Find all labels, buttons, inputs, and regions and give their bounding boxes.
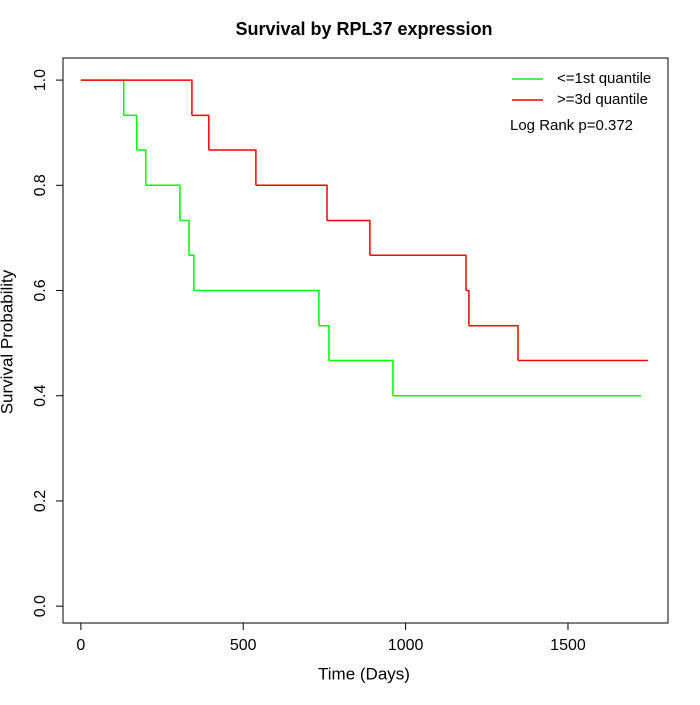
survival-step [80,79,125,116]
legend-label: >=3d quantile [557,91,648,108]
survival-step [255,184,328,221]
y-tick-label: 0.2 [32,490,49,512]
survival-step [145,184,181,221]
chart-title: Survival by RPL37 expression [235,19,492,39]
y-tick-label: 0.4 [32,385,49,407]
survival-step [318,325,330,361]
survival-step [208,149,257,186]
survival-step [193,289,320,326]
survival-step [327,219,371,256]
y-tick-label: 0.8 [32,174,49,196]
x-tick-label: 0 [76,637,85,654]
survival-step [466,289,470,326]
x-axis-label: Time (Days) [318,664,410,683]
x-tick-label: 1500 [550,637,586,654]
survival-step [123,114,138,151]
survival-step [369,254,467,291]
survival-step [328,359,394,396]
y-tick-label: 0.6 [32,279,49,301]
annotation: Log Rank p=0.372 [510,117,633,134]
y-tick-label: 1.0 [32,69,49,91]
survival-step [80,79,193,116]
survival-step [191,114,210,151]
survival-step [179,219,190,256]
survival-step [189,254,195,291]
x-tick-label: 1000 [388,637,424,654]
survival-step [468,325,519,361]
legend-label: <=1st quantile [557,70,651,87]
y-tick-label: 0.0 [32,595,49,617]
plot-frame [62,57,669,624]
x-tick-label: 500 [230,637,257,654]
survival-step [136,149,147,186]
y-axis-label: Survival Probability [0,269,16,414]
